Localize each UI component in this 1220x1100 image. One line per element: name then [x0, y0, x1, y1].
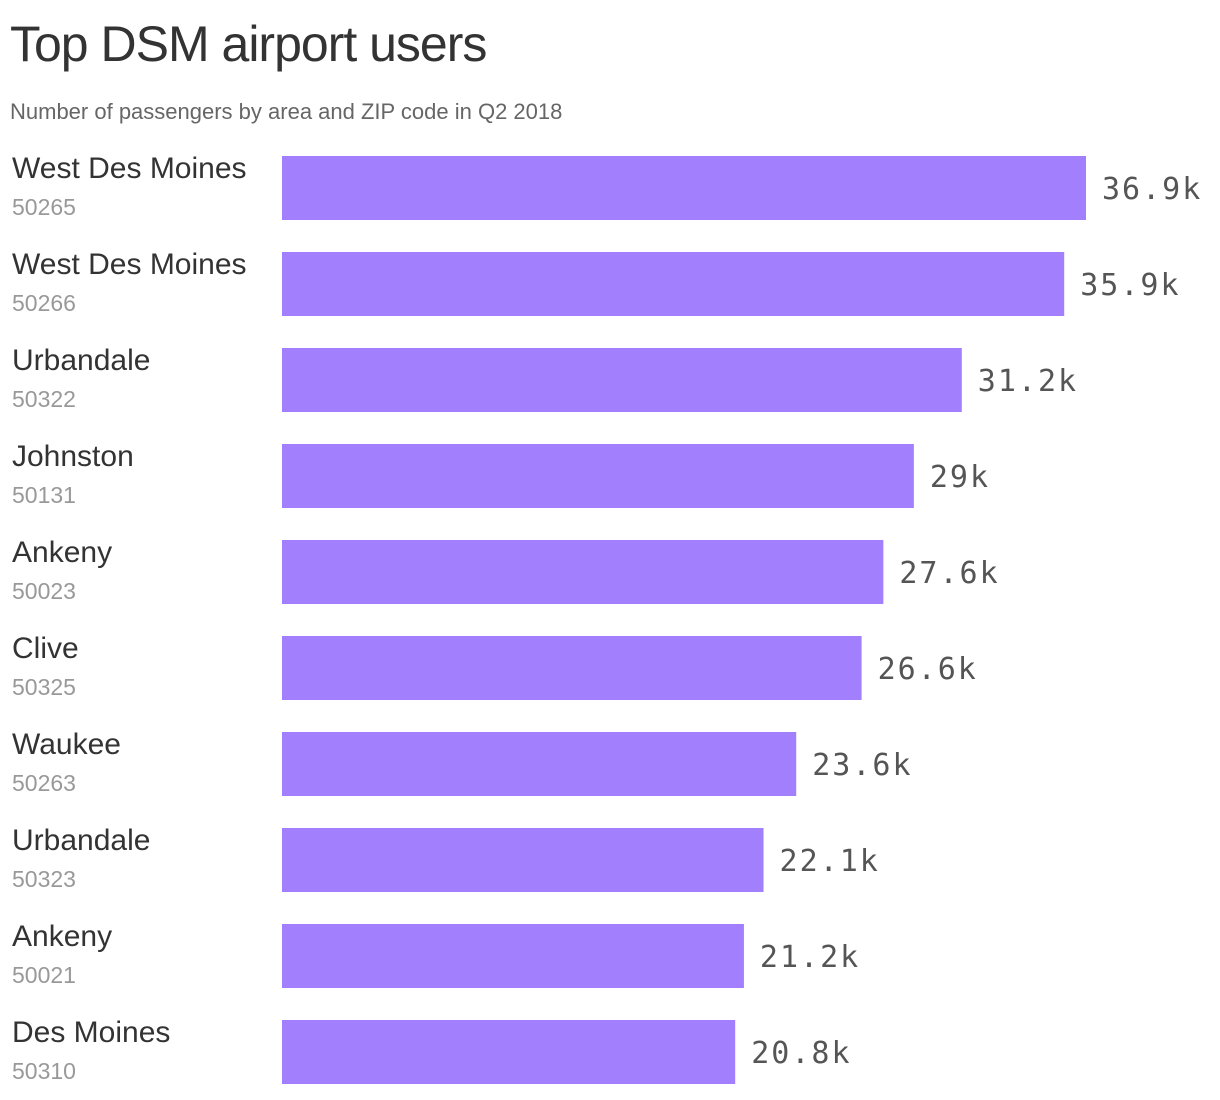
- category-name: Ankeny: [12, 920, 112, 953]
- category-name: Ankeny: [12, 536, 112, 569]
- bar: [282, 732, 797, 796]
- category-name: Clive: [12, 632, 79, 665]
- value-label: 31.2k: [978, 364, 1078, 399]
- category-name: Urbandale: [12, 344, 150, 377]
- category-zip: 50323: [12, 866, 76, 892]
- value-label: 20.8k: [751, 1036, 851, 1071]
- value-label: 26.6k: [878, 652, 978, 687]
- bar: [282, 828, 764, 892]
- bar-row: Johnston 50131 29k: [12, 440, 990, 508]
- category-name: West Des Moines: [12, 152, 247, 185]
- value-label: 22.1k: [780, 844, 880, 879]
- category-zip: 50265: [12, 194, 76, 220]
- chart-subtitle: Number of passengers by area and ZIP cod…: [10, 99, 563, 124]
- bar: [282, 636, 862, 700]
- chart-title: Top DSM airport users: [10, 16, 487, 72]
- category-zip: 50131: [12, 482, 76, 508]
- bar-row: Des Moines 50310 20.8k: [12, 1016, 851, 1084]
- bar-row: Waukee 50263 23.6k: [12, 728, 912, 796]
- bar-row: West Des Moines 50265 36.9k: [12, 152, 1202, 220]
- category-zip: 50263: [12, 770, 76, 796]
- bar: [282, 540, 884, 604]
- category-zip: 50322: [12, 386, 76, 412]
- category-zip: 50266: [12, 290, 76, 316]
- value-label: 29k: [930, 460, 990, 495]
- value-label: 27.6k: [899, 556, 999, 591]
- bar: [282, 444, 914, 508]
- value-label: 21.2k: [760, 940, 860, 975]
- category-zip: 50023: [12, 578, 76, 604]
- category-name: Urbandale: [12, 824, 150, 857]
- bar: [282, 1020, 736, 1084]
- bar-row: Ankeny 50023 27.6k: [12, 536, 999, 604]
- category-zip: 50310: [12, 1058, 76, 1084]
- bar: [282, 924, 744, 988]
- category-zip: 50325: [12, 674, 76, 700]
- category-name: Waukee: [12, 728, 121, 761]
- category-name: Johnston: [12, 440, 134, 473]
- category-name: West Des Moines: [12, 248, 247, 281]
- bar-row: Ankeny 50021 21.2k: [12, 920, 860, 988]
- value-label: 35.9k: [1080, 268, 1180, 303]
- category-zip: 50021: [12, 962, 76, 988]
- bar-row: West Des Moines 50266 35.9k: [12, 248, 1180, 316]
- bar-row: Urbandale 50323 22.1k: [12, 824, 880, 892]
- bar: [282, 156, 1086, 220]
- bar-row: Urbandale 50322 31.2k: [12, 344, 1078, 412]
- value-label: 36.9k: [1102, 172, 1202, 207]
- bar-row: Clive 50325 26.6k: [12, 632, 978, 700]
- value-label: 23.6k: [812, 748, 912, 783]
- category-name: Des Moines: [12, 1016, 170, 1049]
- bar: [282, 348, 962, 412]
- bar: [282, 252, 1065, 316]
